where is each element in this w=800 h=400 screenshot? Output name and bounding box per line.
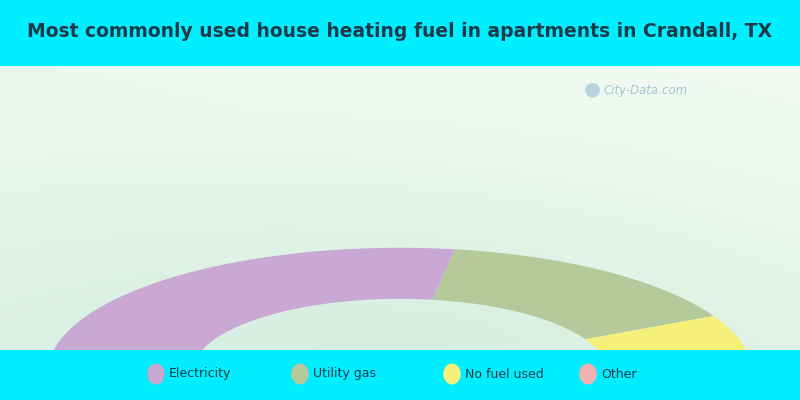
Text: Utility gas: Utility gas (313, 368, 376, 380)
Ellipse shape (579, 364, 597, 384)
Text: Most commonly used house heating fuel in apartments in Crandall, TX: Most commonly used house heating fuel in… (27, 22, 773, 41)
Polygon shape (433, 249, 714, 339)
Ellipse shape (291, 364, 309, 384)
Text: City-Data.com: City-Data.com (604, 84, 688, 97)
Polygon shape (586, 316, 750, 366)
Text: Electricity: Electricity (169, 368, 231, 380)
Ellipse shape (443, 364, 461, 384)
Text: ●: ● (584, 79, 601, 98)
Text: Other: Other (601, 368, 636, 380)
Polygon shape (607, 361, 752, 373)
Text: No fuel used: No fuel used (465, 368, 543, 380)
Ellipse shape (147, 364, 165, 384)
Polygon shape (48, 248, 455, 373)
